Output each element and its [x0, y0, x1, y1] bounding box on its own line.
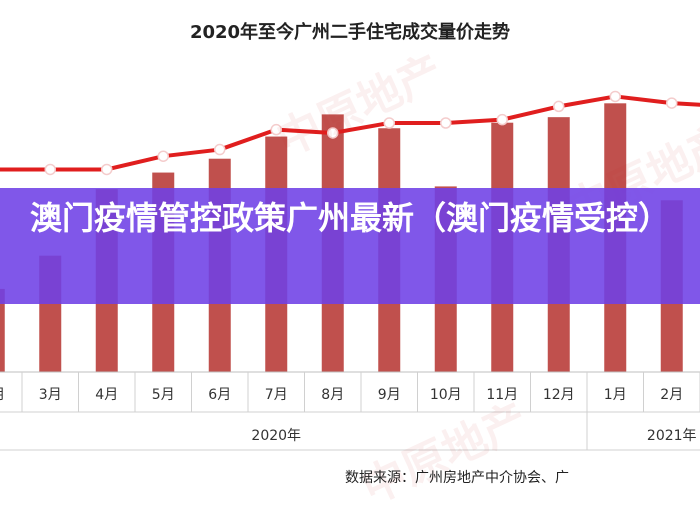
- line-point: [666, 97, 678, 109]
- bar: [0, 288, 5, 372]
- x-tick-label: 3月: [39, 387, 62, 403]
- line-point: [270, 123, 282, 136]
- banner-text: 澳门疫情管控政策广州最新（澳门疫情受控）: [29, 199, 670, 237]
- line-point: [44, 163, 56, 176]
- data-source: 数据来源：广州房地产中介协会、广: [345, 470, 569, 486]
- x-tick-label: 9月: [378, 387, 401, 403]
- line-point: [383, 117, 395, 129]
- x-tick-label: 10月: [430, 387, 462, 403]
- overlay-banner: 澳门疫情管控政策广州最新（澳门疫情受控）: [0, 188, 700, 304]
- x-tick-label: 5月: [152, 387, 175, 403]
- x-tick-label: 2月: [660, 387, 683, 403]
- x-tick-label: 2月: [0, 387, 5, 403]
- line-point: [157, 150, 169, 162]
- line-point: [101, 163, 113, 176]
- x-tick-label: 1月: [604, 387, 627, 403]
- chart-title: 2020年至今广州二手住宅成交量价走势: [189, 22, 511, 43]
- year-label: 2020年: [251, 428, 301, 444]
- x-tick-label: 12月: [543, 387, 575, 403]
- line-point: [553, 100, 565, 113]
- x-tick-label: 11月: [486, 387, 518, 403]
- x-tick-label: 7月: [265, 387, 288, 403]
- x-tick-label: 8月: [321, 387, 344, 403]
- line-point: [214, 143, 226, 156]
- line-point: [609, 90, 621, 103]
- line-point: [327, 127, 339, 139]
- x-tick-label: 4月: [95, 387, 118, 403]
- line-point: [496, 113, 508, 126]
- year-label: 2021年: [647, 428, 697, 444]
- line-point: [440, 117, 452, 129]
- x-tick-label: 6月: [208, 387, 231, 403]
- line-series: [0, 94, 700, 172]
